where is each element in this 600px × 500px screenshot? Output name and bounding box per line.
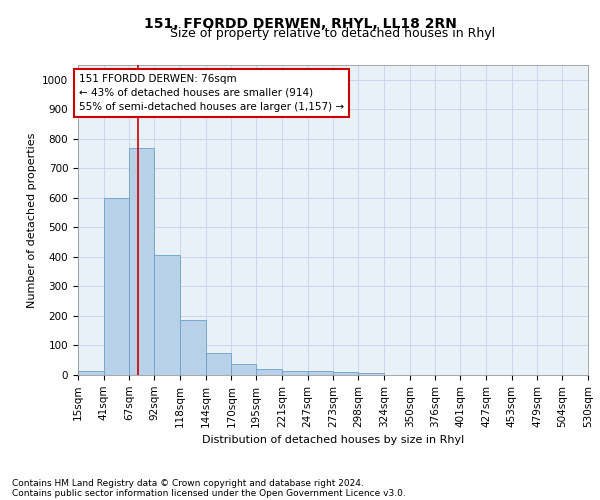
Bar	[78, 370, 104, 375]
X-axis label: Distribution of detached houses by size in Rhyl: Distribution of detached houses by size …	[202, 435, 464, 445]
Bar	[358, 372, 384, 375]
Bar	[334, 372, 358, 375]
Bar	[180, 320, 206, 375]
Bar	[232, 364, 256, 375]
Bar	[104, 198, 130, 375]
Bar	[308, 372, 334, 375]
Bar	[256, 369, 282, 375]
Text: Contains HM Land Registry data © Crown copyright and database right 2024.: Contains HM Land Registry data © Crown c…	[12, 478, 364, 488]
Y-axis label: Number of detached properties: Number of detached properties	[26, 132, 37, 308]
Bar	[206, 353, 232, 375]
Text: Contains public sector information licensed under the Open Government Licence v3: Contains public sector information licen…	[12, 488, 406, 498]
Text: 151 FFORDD DERWEN: 76sqm
← 43% of detached houses are smaller (914)
55% of semi-: 151 FFORDD DERWEN: 76sqm ← 43% of detach…	[79, 74, 344, 112]
Bar	[154, 256, 180, 375]
Title: Size of property relative to detached houses in Rhyl: Size of property relative to detached ho…	[170, 27, 496, 40]
Bar	[130, 148, 154, 375]
Text: 151, FFORDD DERWEN, RHYL, LL18 2RN: 151, FFORDD DERWEN, RHYL, LL18 2RN	[143, 18, 457, 32]
Bar	[282, 370, 308, 375]
